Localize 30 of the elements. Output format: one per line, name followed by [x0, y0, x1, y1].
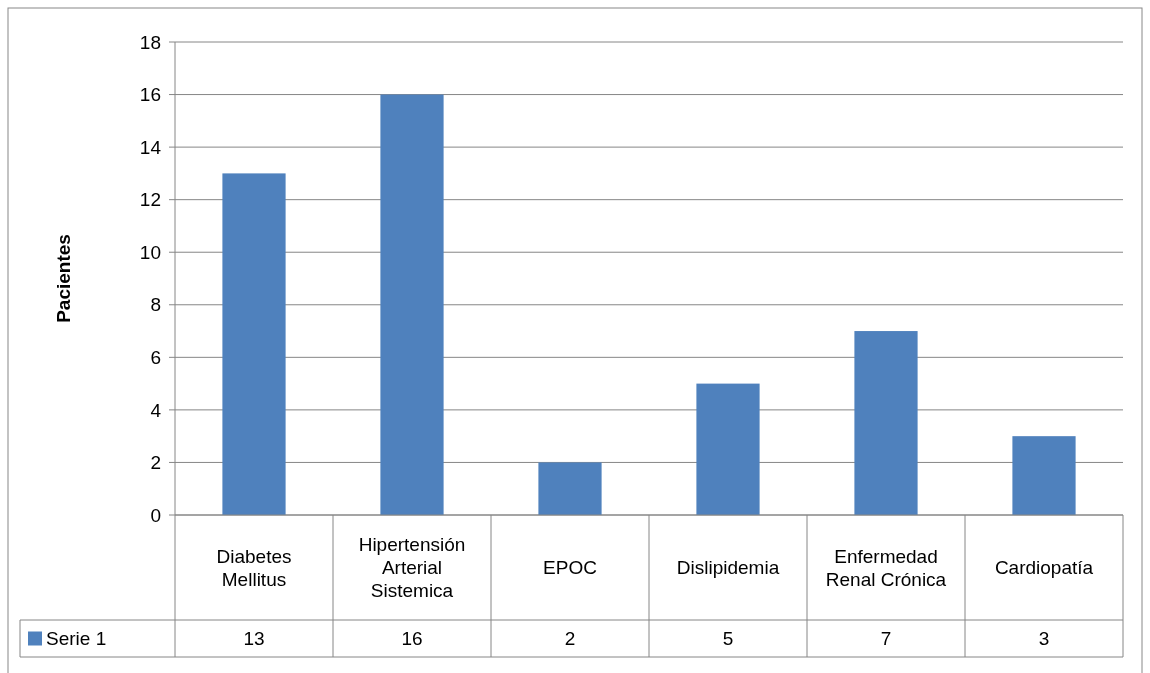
data-label: 13 [243, 628, 265, 650]
y-tick-label: 6 [150, 346, 161, 368]
data-label: 2 [564, 628, 576, 650]
y-tick-label: 12 [139, 189, 161, 211]
y-tick-label: 18 [139, 31, 161, 53]
legend-label: Serie 1 [46, 628, 107, 650]
y-tick-label: 14 [139, 136, 162, 158]
data-label: 3 [1038, 628, 1050, 650]
x-tick-label: Dislipidemia [676, 557, 780, 579]
x-tick-label: Hipertensión Arterial Sistemica [358, 534, 466, 602]
data-label: 16 [401, 628, 423, 650]
bar [538, 462, 602, 515]
data-label: 7 [880, 628, 892, 650]
bar [222, 173, 286, 515]
x-tick-label: Diabetes Mellitus [216, 545, 292, 590]
y-tick-label: 0 [150, 504, 161, 526]
bar [1012, 436, 1076, 515]
y-tick-label: 8 [150, 294, 161, 316]
data-label: 5 [722, 628, 734, 650]
x-tick-label: Enfermedad Renal Crónica [825, 545, 947, 590]
bar [854, 331, 918, 515]
y-tick-label: 10 [139, 241, 161, 263]
bar [380, 94, 444, 515]
y-tick-label: 4 [150, 399, 162, 421]
y-tick-label: 2 [150, 452, 161, 474]
y-tick-label: 16 [139, 84, 161, 106]
x-tick-label: EPOC [543, 557, 597, 579]
x-tick-label: Cardiopatía [994, 557, 1094, 579]
bar [696, 383, 760, 515]
y-axis-title: Pacientes [53, 234, 74, 323]
